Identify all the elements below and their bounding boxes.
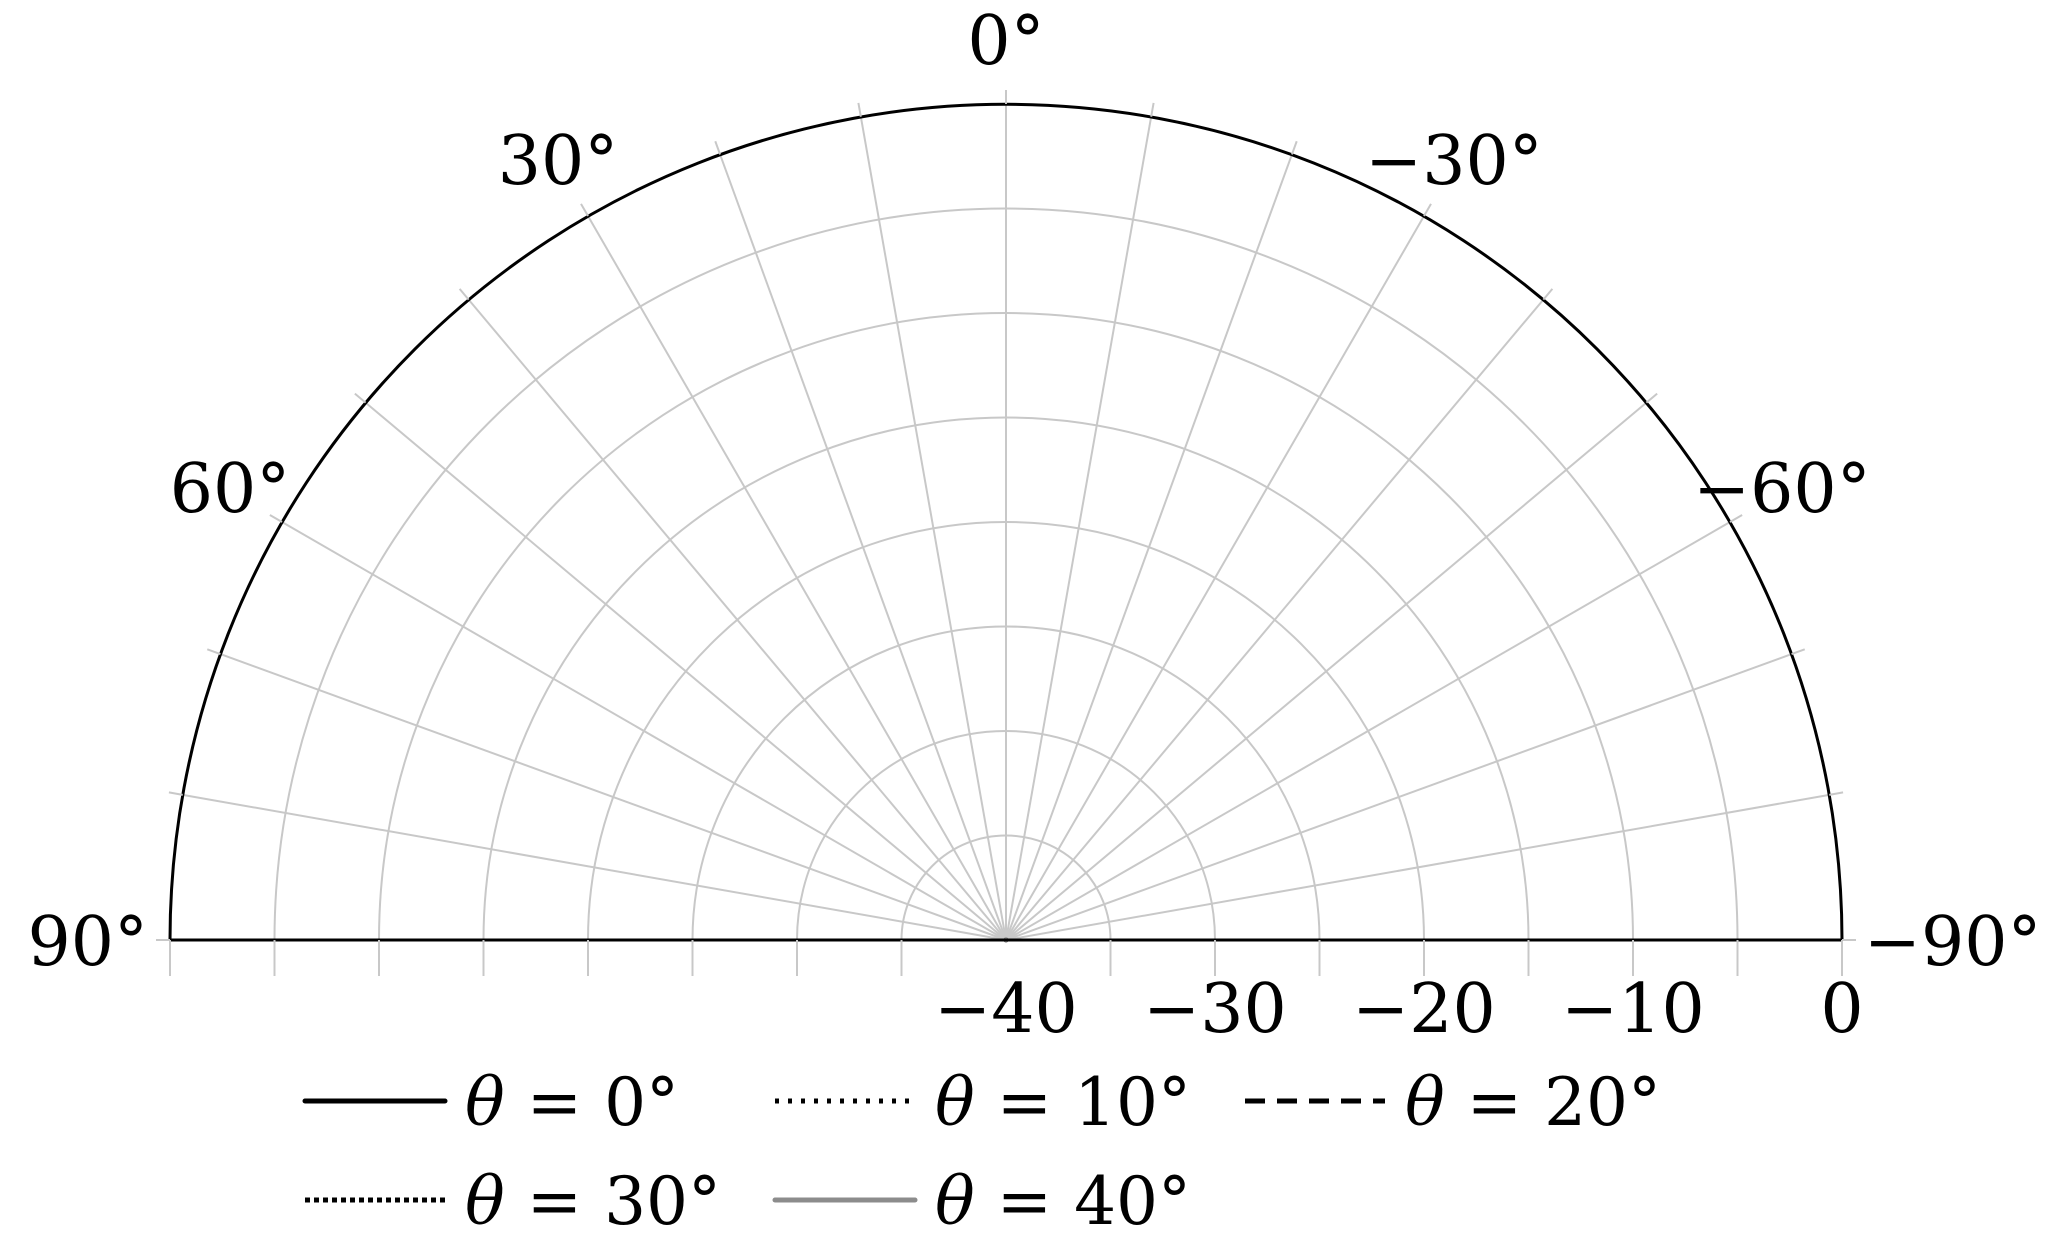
angle-tick-mark: [168, 791, 183, 796]
angle-tick-mark: [1423, 203, 1432, 217]
legend-equals: =: [997, 1163, 1052, 1240]
legend-symbol: θ: [935, 1064, 975, 1141]
legend-equals: =: [527, 1064, 582, 1141]
grid-spoke: [1005, 154, 1293, 941]
radial-label: −20: [1352, 970, 1496, 1049]
legend-item: θ = 20°: [1245, 1064, 1661, 1141]
grid-spoke: [1005, 116, 1153, 941]
radial-label: −40: [934, 970, 1078, 1049]
legend-symbol: θ: [935, 1163, 975, 1240]
legend-value: 20°: [1544, 1064, 1661, 1141]
grid-spoke: [220, 653, 1007, 941]
angle-tick-mark: [1150, 102, 1155, 117]
grid-spoke: [281, 521, 1007, 941]
radial-label: −10: [1561, 970, 1705, 1049]
angle-label: −60°: [1693, 450, 1871, 529]
angle-tick-mark: [458, 288, 470, 301]
legend-item: θ = 40°: [772, 1163, 1191, 1240]
angle-label: −90°: [1864, 903, 2042, 982]
grid-spoke: [859, 116, 1007, 941]
angle-tick-mark: [354, 392, 367, 404]
grid-spoke: [1005, 653, 1792, 941]
angle-tick-mark: [714, 140, 722, 155]
legend-equals: =: [1467, 1064, 1522, 1141]
legend-symbol: θ: [465, 1064, 505, 1141]
grid-spoke: [1005, 521, 1731, 941]
legend-label: θ = 0°: [465, 1064, 679, 1141]
grid-spoke: [364, 401, 1007, 941]
grid-spoke: [1005, 215, 1425, 941]
angle-label: 60°: [170, 450, 291, 529]
angle-tick-mark: [206, 648, 221, 656]
angle-label: 0°: [967, 2, 1044, 81]
grid-spoke: [1005, 793, 1830, 941]
angle-tick-mark: [1729, 514, 1743, 523]
angle-tick-mark: [1791, 648, 1806, 656]
angle-tick-mark: [580, 203, 589, 217]
legend-symbol: θ: [465, 1163, 505, 1240]
radial-label: 0: [1820, 970, 1863, 1049]
legend-symbol: θ: [1405, 1064, 1445, 1141]
angle-label: 30°: [498, 122, 619, 201]
legend-value: 40°: [1074, 1163, 1191, 1240]
polar-axes: [156, 90, 1856, 976]
legend-item: θ = 30°: [305, 1163, 721, 1240]
angle-tick-mark: [857, 102, 862, 117]
legend-item: θ = 0°: [302, 1064, 679, 1141]
grid-spoke: [587, 215, 1007, 941]
angle-tick-mark: [1645, 392, 1658, 404]
angle-tick-mark: [1829, 791, 1844, 796]
grid-spoke: [1005, 401, 1648, 941]
axis-labels: 0° 30° −30° 60° −60° 90° −90° −40 −30 −20 −10 0: [27, 2, 2041, 1049]
legend-equals: =: [997, 1064, 1052, 1141]
angle-tick-mark: [269, 514, 283, 523]
grid-spoke: [1005, 298, 1545, 941]
legend-label: θ = 20°: [1405, 1064, 1661, 1141]
angle-tick-mark: [1542, 288, 1554, 301]
radial-label: −30: [1143, 970, 1287, 1049]
legend-value: 10°: [1074, 1064, 1191, 1141]
legend-item: θ = 10°: [775, 1064, 1191, 1141]
legend-label: θ = 10°: [935, 1064, 1191, 1141]
legend-label: θ = 40°: [935, 1163, 1191, 1240]
grid-spoke: [719, 154, 1007, 941]
legend-label: θ = 30°: [465, 1163, 721, 1240]
grid-spoke: [182, 793, 1007, 941]
angle-tick-mark: [1290, 140, 1298, 155]
grid-spoke: [467, 298, 1007, 941]
legend: θ = 0° θ = 10° θ = 20° θ = 30° θ = 40°: [302, 1064, 1661, 1240]
angle-label: −30°: [1365, 122, 1543, 201]
angle-label: 90°: [27, 903, 148, 982]
legend-value: 0°: [604, 1064, 679, 1141]
legend-value: 30°: [604, 1163, 721, 1240]
legend-equals: =: [527, 1163, 582, 1240]
polar-grid: [182, 104, 1830, 941]
